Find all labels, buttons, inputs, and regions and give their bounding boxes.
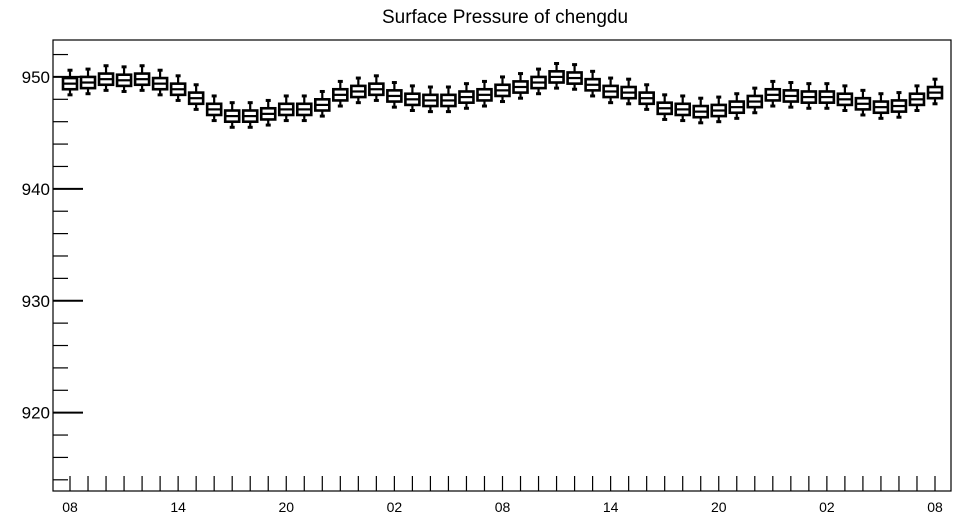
x-axis: 08 14 20 02 08 14 20 02 08 [62,476,943,515]
x-tick-label: 20 [711,499,727,515]
box-item [728,92,746,120]
box-item [169,74,187,102]
box-item [800,82,818,110]
box-item [422,85,439,114]
box-item [61,68,79,97]
box-item [656,93,673,121]
box-item [259,98,277,127]
box-item [782,81,800,109]
box-item [313,89,331,118]
box-item [205,94,223,123]
box-item [692,96,710,125]
box-item [295,94,313,123]
box-item [566,63,583,91]
box-item [620,77,637,106]
box-item [350,76,367,105]
box-item [584,69,601,98]
box-item [602,76,619,105]
box-item [638,83,655,111]
box-item [476,79,493,108]
box-item [223,101,241,129]
box-item [872,92,890,120]
box-item [674,94,692,123]
x-tick-label: 14 [603,499,619,515]
x-tick-label: 02 [387,499,403,515]
x-tick-label: 08 [927,499,943,515]
box-item [97,64,115,92]
x-tick-label: 08 [495,499,511,515]
box-item [818,82,836,110]
chart-title: Surface Pressure of chengdu [382,7,628,28]
box-item [151,68,169,97]
box-item [458,82,475,110]
box-item [79,67,97,96]
box-item [764,79,782,108]
x-tick-label: 20 [278,499,294,515]
y-axis: 920 930 940 950 [22,53,83,481]
box-item [548,62,565,90]
x-tick-label: 08 [62,499,78,515]
x-tick-label: 14 [170,499,186,515]
box-item [277,94,295,123]
box-item [440,85,457,114]
box-item [404,84,421,113]
box-item [908,84,926,113]
box-item [512,72,529,100]
box-item [187,83,205,111]
y-tick-label: 940 [22,180,50,199]
box-item [710,95,728,124]
box-item [926,77,944,106]
boxplot-series [61,62,944,129]
box-item [854,88,872,117]
box-item [115,65,133,93]
box-item [494,75,511,104]
box-item [890,91,908,119]
plot-area-frame [52,39,952,492]
box-item [386,81,403,109]
box-item [836,84,854,113]
box-item [530,67,547,96]
y-tick-label: 930 [22,292,50,311]
box-item [332,79,349,108]
box-item [133,64,151,92]
x-tick-label: 02 [819,499,835,515]
y-tick-label: 920 [22,404,50,423]
box-item [241,101,259,129]
box-item [746,86,764,115]
y-tick-label: 950 [22,68,50,87]
box-item [368,74,385,102]
